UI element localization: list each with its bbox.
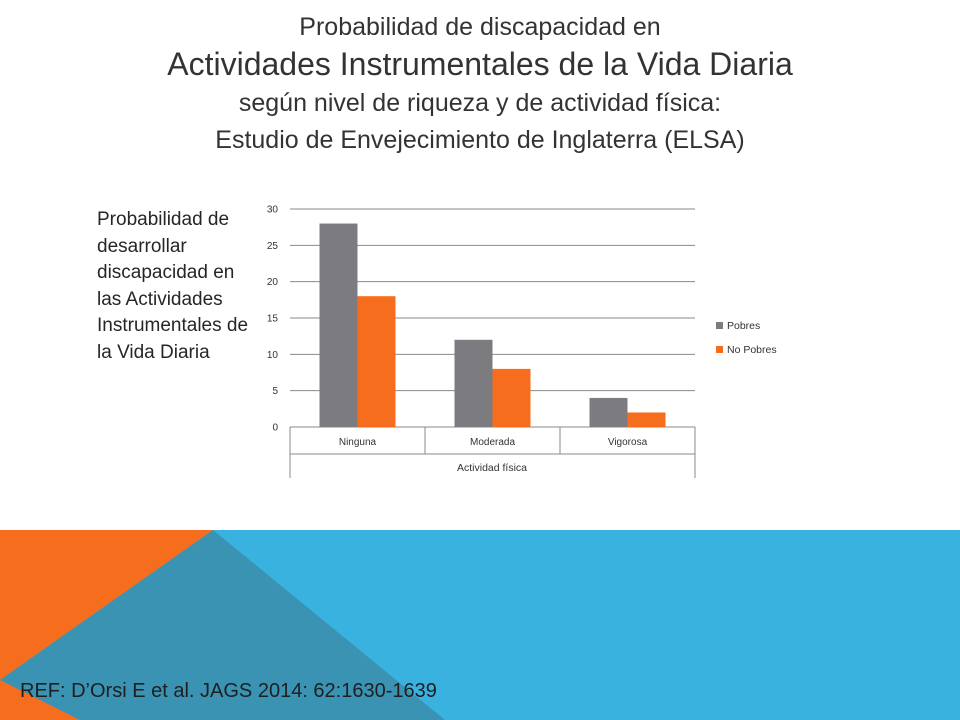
category-label: Ninguna — [339, 437, 377, 448]
bar-no-pobres-ninguna — [357, 296, 396, 427]
y-tick-labels: 0 5 10 15 20 25 30 — [267, 205, 279, 434]
bar-no-pobres-moderada — [492, 368, 531, 427]
title-line-1: Probabilidad de discapacidad en — [299, 13, 661, 41]
legend-swatch — [716, 346, 723, 353]
legend-label: No Pobres — [727, 344, 777, 356]
category-labels: Ninguna Moderada Vigorosa — [339, 437, 648, 448]
slide-title: Probabilidad de discapacidad en Activida… — [0, 10, 960, 158]
y-tick-label: 10 — [267, 350, 279, 361]
chart-legend: Pobres No Pobres — [716, 320, 777, 356]
title-line-2: Actividades Instrumentales de la Vida Di… — [167, 46, 793, 82]
y-tick-label: 25 — [267, 241, 279, 252]
y-tick-label: 0 — [272, 423, 278, 434]
legend-label: Pobres — [727, 320, 760, 332]
legend-swatch — [716, 322, 723, 329]
reference-text: REF: D’Orsi E et al. JAGS 2014: 62:1630-… — [20, 680, 437, 702]
chart-bars — [319, 223, 666, 427]
title-line-4: Estudio de Envejecimiento de Inglaterra … — [215, 126, 745, 154]
title-line-3: según nivel de riqueza y de actividad fí… — [238, 89, 722, 117]
bar-pobres-moderada — [454, 339, 493, 427]
y-tick-label: 5 — [272, 386, 278, 397]
bar-pobres-vigorosa — [589, 397, 628, 427]
x-axis-label: Actividad física — [457, 462, 527, 474]
y-tick-label: 30 — [267, 205, 279, 216]
category-label: Vigorosa — [608, 437, 648, 448]
bar-chart: 0 5 10 15 20 25 30 Ninguna Moderada Vigorosa Act… — [267, 205, 777, 478]
bar-pobres-ninguna — [319, 223, 358, 427]
side-label: Probabilidad de desarrollar discapacidad… — [97, 209, 249, 363]
category-label: Moderada — [470, 437, 515, 448]
bar-no-pobres-vigorosa — [627, 412, 666, 427]
y-tick-label: 20 — [267, 277, 279, 288]
footer-decoration — [0, 530, 960, 720]
y-tick-label: 15 — [267, 314, 279, 325]
